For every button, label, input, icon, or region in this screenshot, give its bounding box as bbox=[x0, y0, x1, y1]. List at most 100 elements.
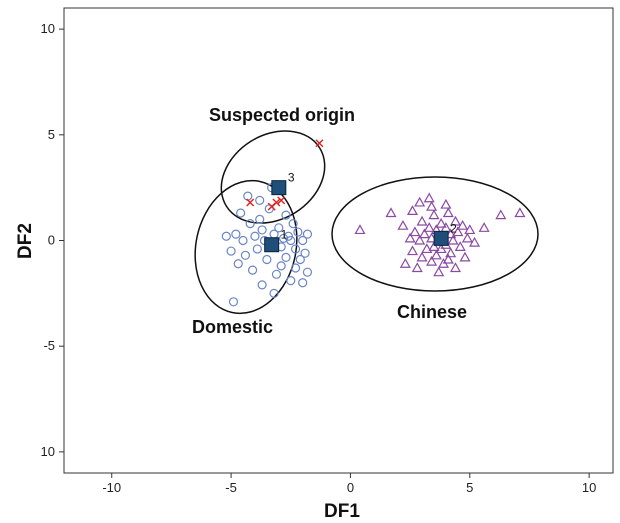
data-point-circle bbox=[295, 254, 305, 265]
x-axis-title: DF1 bbox=[324, 501, 360, 522]
data-point-triangle bbox=[445, 247, 457, 258]
data-point-triangle bbox=[418, 228, 430, 239]
data-point-circle bbox=[255, 214, 265, 224]
data-point-triangle bbox=[514, 207, 526, 218]
data-point-triangle bbox=[464, 224, 476, 235]
data-point-circle bbox=[257, 225, 267, 235]
data-point-triangle bbox=[452, 226, 464, 237]
data-point-triangle bbox=[430, 249, 442, 260]
x-tick-label: 0 bbox=[347, 480, 354, 495]
data-point-cross bbox=[315, 139, 324, 148]
data-point-triangle bbox=[478, 222, 490, 232]
data-point-triangle bbox=[442, 207, 454, 218]
annotation-domestic: Domestic bbox=[192, 317, 273, 337]
y-tick-label: -5 bbox=[43, 338, 55, 353]
data-point-circle bbox=[233, 259, 243, 269]
data-point-circle bbox=[221, 231, 231, 241]
data-point-triangle bbox=[495, 209, 507, 220]
data-point-triangle bbox=[435, 217, 447, 228]
data-point-circle bbox=[262, 254, 272, 265]
data-point-circle bbox=[231, 229, 241, 239]
data-point-triangle bbox=[428, 241, 440, 251]
y-tick-label: 10 bbox=[41, 444, 55, 459]
data-point-circle bbox=[274, 223, 284, 233]
y-tick-label: 0 bbox=[48, 233, 55, 248]
x-tick-label: -5 bbox=[225, 480, 237, 495]
data-point-circle bbox=[240, 250, 251, 260]
data-point-triangle bbox=[406, 245, 419, 256]
data-point-triangle bbox=[442, 253, 454, 264]
data-point-cross bbox=[272, 198, 281, 207]
data-point-circle bbox=[290, 263, 301, 273]
x-tick-label: -10 bbox=[102, 480, 121, 495]
x-tick-label: 5 bbox=[466, 480, 473, 495]
data-point-circle bbox=[228, 297, 239, 307]
data-point-triangle bbox=[457, 219, 469, 230]
data-point-triangle bbox=[406, 205, 419, 216]
data-point-triangle bbox=[404, 232, 416, 243]
data-point-triangle bbox=[426, 255, 438, 266]
data-point-triangle bbox=[461, 232, 473, 243]
data-point-triangle bbox=[428, 209, 440, 220]
data-point-circle bbox=[298, 278, 308, 288]
data-point-triangle bbox=[416, 215, 428, 226]
data-point-triangle bbox=[440, 198, 452, 209]
data-point-circle bbox=[286, 235, 296, 246]
data-point-triangle bbox=[416, 251, 428, 262]
data-point-triangle bbox=[397, 219, 409, 230]
data-point-triangle bbox=[447, 234, 459, 245]
plot-frame bbox=[63, 7, 614, 474]
data-point-circle bbox=[271, 269, 282, 279]
data-point-circle bbox=[290, 244, 301, 254]
data-point-triangle bbox=[449, 262, 461, 273]
y-axis-title: DF2 bbox=[15, 223, 36, 259]
data-point-triangle bbox=[385, 207, 397, 218]
data-point-circle bbox=[247, 265, 258, 275]
data-point-circle bbox=[298, 235, 308, 246]
group-centroid bbox=[264, 237, 280, 253]
data-point-circle bbox=[236, 208, 246, 218]
data-point-triangle bbox=[449, 215, 461, 226]
data-point-triangle bbox=[459, 251, 471, 262]
data-point-cross bbox=[277, 196, 286, 205]
data-point-circle bbox=[300, 248, 310, 258]
data-point-circle bbox=[255, 195, 265, 205]
data-point-circle bbox=[226, 246, 236, 256]
data-point-circle bbox=[269, 288, 279, 298]
data-point-triangle bbox=[411, 262, 423, 273]
annotation-suspected-origin: Suspected origin bbox=[209, 105, 355, 125]
data-point-triangle bbox=[409, 226, 421, 237]
data-point-triangle bbox=[454, 241, 466, 251]
data-point-circle bbox=[252, 244, 262, 254]
data-point-circle bbox=[302, 267, 313, 277]
x-tick-label: 10 bbox=[582, 480, 596, 495]
data-point-circle bbox=[257, 280, 267, 290]
centroid-label: 3 bbox=[288, 171, 295, 185]
group-centroid bbox=[433, 230, 449, 246]
data-point-circle bbox=[302, 229, 313, 239]
data-point-triangle bbox=[426, 200, 438, 211]
data-point-triangle bbox=[433, 266, 445, 277]
y-tick-label: 5 bbox=[48, 127, 55, 142]
data-point-circle bbox=[250, 231, 260, 241]
data-point-triangle bbox=[399, 258, 411, 268]
data-point-triangle bbox=[414, 234, 426, 245]
data-point-circle bbox=[276, 261, 286, 271]
data-point-triangle bbox=[421, 243, 433, 254]
data-point-circle bbox=[281, 252, 291, 263]
data-point-cross bbox=[246, 198, 255, 207]
data-point-circle bbox=[245, 218, 255, 229]
data-point-triangle bbox=[469, 236, 481, 247]
group-ellipse-chinese bbox=[331, 176, 539, 292]
data-point-triangle bbox=[423, 192, 435, 203]
data-point-triangle bbox=[423, 222, 435, 232]
group-ellipse-domestic bbox=[194, 179, 298, 315]
centroid-label: 2 bbox=[450, 221, 457, 235]
y-tick-label: 10 bbox=[41, 21, 55, 36]
data-point-circle bbox=[281, 210, 291, 220]
group-centroid bbox=[271, 180, 287, 196]
centroid-label: 1 bbox=[281, 228, 288, 242]
data-point-triangle bbox=[414, 196, 426, 207]
data-point-circle bbox=[293, 227, 303, 237]
